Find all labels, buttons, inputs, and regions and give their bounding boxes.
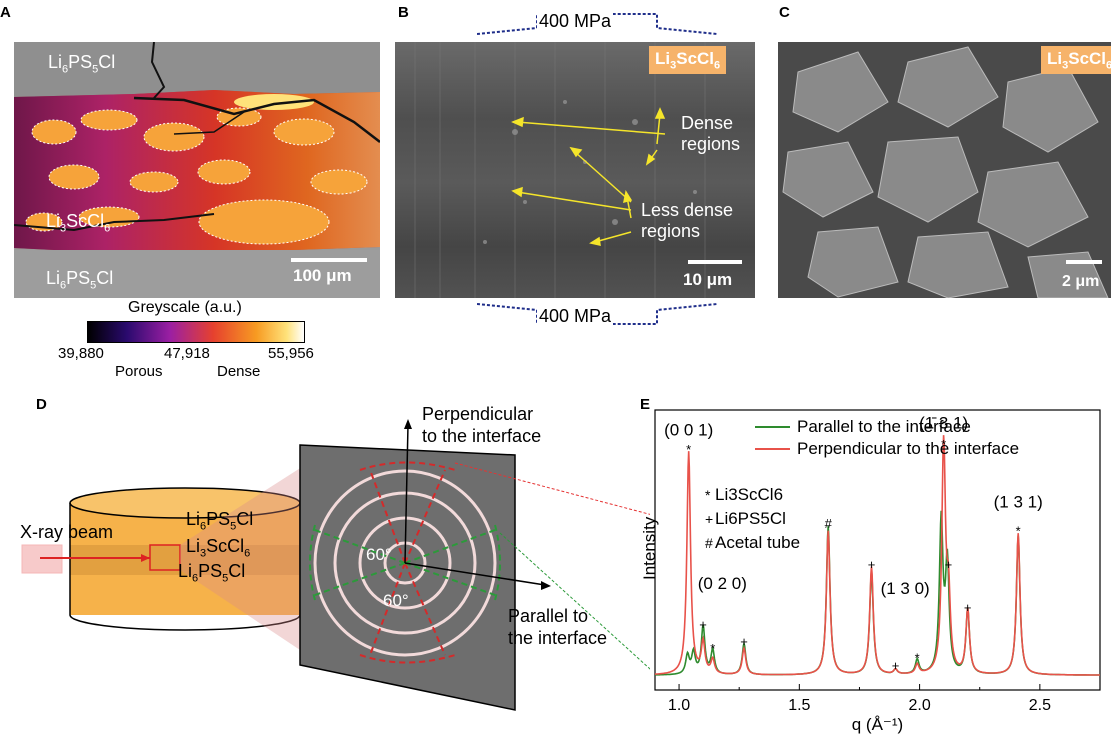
panel-b-tag: Li3ScCl6 bbox=[649, 46, 727, 75]
peak-marker-5: + bbox=[868, 557, 876, 572]
colorbar-dense: Dense bbox=[217, 363, 261, 380]
panel-b-image bbox=[395, 42, 755, 298]
panel-a-scalebar-label: 100 μm bbox=[293, 266, 352, 285]
colorbar bbox=[87, 321, 305, 343]
panel-c-image bbox=[778, 42, 1111, 299]
colorbar-porous: Porous bbox=[115, 363, 163, 380]
layer-mid-label: Li3ScCl6 bbox=[186, 536, 251, 560]
peak-marker-11: * bbox=[1016, 523, 1021, 538]
pressure-top-label: 400 MPa bbox=[537, 11, 614, 32]
peak-marker-2: * bbox=[710, 641, 715, 656]
layer-top-label: Li6PS5Cl bbox=[186, 509, 254, 533]
panel-a-top-label: Li6PS5Cl bbox=[48, 52, 116, 76]
peak-marker-8: * bbox=[941, 437, 946, 452]
legend-label-1: Perpendicular to the interface bbox=[797, 439, 1019, 458]
panel-b-scalebar-label: 10 μm bbox=[683, 270, 733, 289]
x-tick-label-2: 2.0 bbox=[908, 697, 930, 714]
xray-beam-label: X-ray beam bbox=[20, 522, 114, 542]
layer-bottom-label: Li6PS5Cl bbox=[178, 561, 246, 585]
angle-label-2: 60° bbox=[383, 591, 409, 610]
key-label-2: Acetal tube bbox=[715, 533, 800, 552]
less-dense-regions-label: Less dense regions bbox=[641, 200, 734, 241]
peak-marker-7: * bbox=[915, 651, 920, 666]
panel-b-letter: B bbox=[398, 4, 409, 21]
panel-a-bottom-label: Li6PS5Cl bbox=[46, 268, 114, 292]
peak-label-1: (0 2 0) bbox=[698, 574, 747, 593]
key-symbol-2: # bbox=[705, 535, 713, 551]
peak-marker-6: + bbox=[892, 658, 900, 673]
pressure-bottom-label: 400 MPa bbox=[537, 306, 614, 327]
peak-marker-10: + bbox=[964, 600, 972, 615]
panel-b-pressure-top bbox=[476, 4, 718, 38]
peak-marker-0: * bbox=[686, 442, 691, 457]
colorbar-title: Greyscale (a.u.) bbox=[128, 299, 242, 316]
legend-label-0: Parallel to the interface bbox=[797, 417, 971, 436]
series-perpendicular bbox=[655, 435, 1100, 676]
peak-label-3: (1̄ 3 1) bbox=[919, 413, 968, 432]
peak-label-4: (1 3 1) bbox=[994, 493, 1043, 512]
x-tick-label-1: 1.5 bbox=[788, 697, 810, 714]
peak-marker-9: + bbox=[945, 557, 953, 572]
peak-label-2: (1 3 0) bbox=[881, 579, 930, 598]
perpendicular-label: Perpendicular to the interface bbox=[422, 404, 542, 446]
plot-frame bbox=[654, 409, 1101, 691]
key-label-0: Li3ScCl6 bbox=[715, 485, 783, 504]
colorbar-tick-low: 39,880 bbox=[58, 345, 104, 362]
panel-c-letter: C bbox=[779, 4, 790, 21]
angle-label-1: 60° bbox=[366, 545, 392, 564]
peak-marker-4: # bbox=[825, 516, 833, 531]
peak-marker-3: + bbox=[740, 634, 748, 649]
xrd-chart: 1.0 1.5 2.0 2.5 q (Å⁻¹) Parallel to the inter… bbox=[654, 409, 1101, 734]
panel-c-scalebar-label: 2 μm bbox=[1062, 273, 1100, 290]
x-axis-label: q (Å⁻¹) bbox=[852, 715, 903, 734]
peak-label-0: (0 0 1) bbox=[664, 421, 713, 440]
panel-c-tag: Li3ScCl6 bbox=[1041, 46, 1111, 75]
x-tick-label-3: 2.5 bbox=[1029, 697, 1051, 714]
panel-e-letter: E bbox=[640, 396, 651, 413]
key-label-1: Li6PS5Cl bbox=[715, 509, 786, 528]
panel-b-pressure-bottom bbox=[476, 300, 718, 334]
key-symbol-1: + bbox=[705, 511, 713, 527]
key-symbol-0: * bbox=[705, 487, 711, 503]
panel-d-schematic bbox=[0, 395, 664, 745]
y-axis-label: Intensity bbox=[640, 516, 659, 580]
panel-a-mid-label: Li3ScCl6 bbox=[46, 211, 111, 235]
x-tick-label-0: 1.0 bbox=[668, 697, 690, 714]
colorbar-tick-high: 55,956 bbox=[268, 345, 314, 362]
parallel-label: Parallel to the interface bbox=[508, 606, 608, 648]
panel-a-image bbox=[13, 41, 381, 298]
colorbar-tick-mid: 47,918 bbox=[164, 345, 210, 362]
panel-d-letter: D bbox=[36, 396, 47, 413]
dense-regions-label: Dense regions bbox=[681, 113, 741, 154]
panel-a-letter: A bbox=[0, 4, 11, 21]
peak-marker-1: + bbox=[699, 617, 707, 632]
